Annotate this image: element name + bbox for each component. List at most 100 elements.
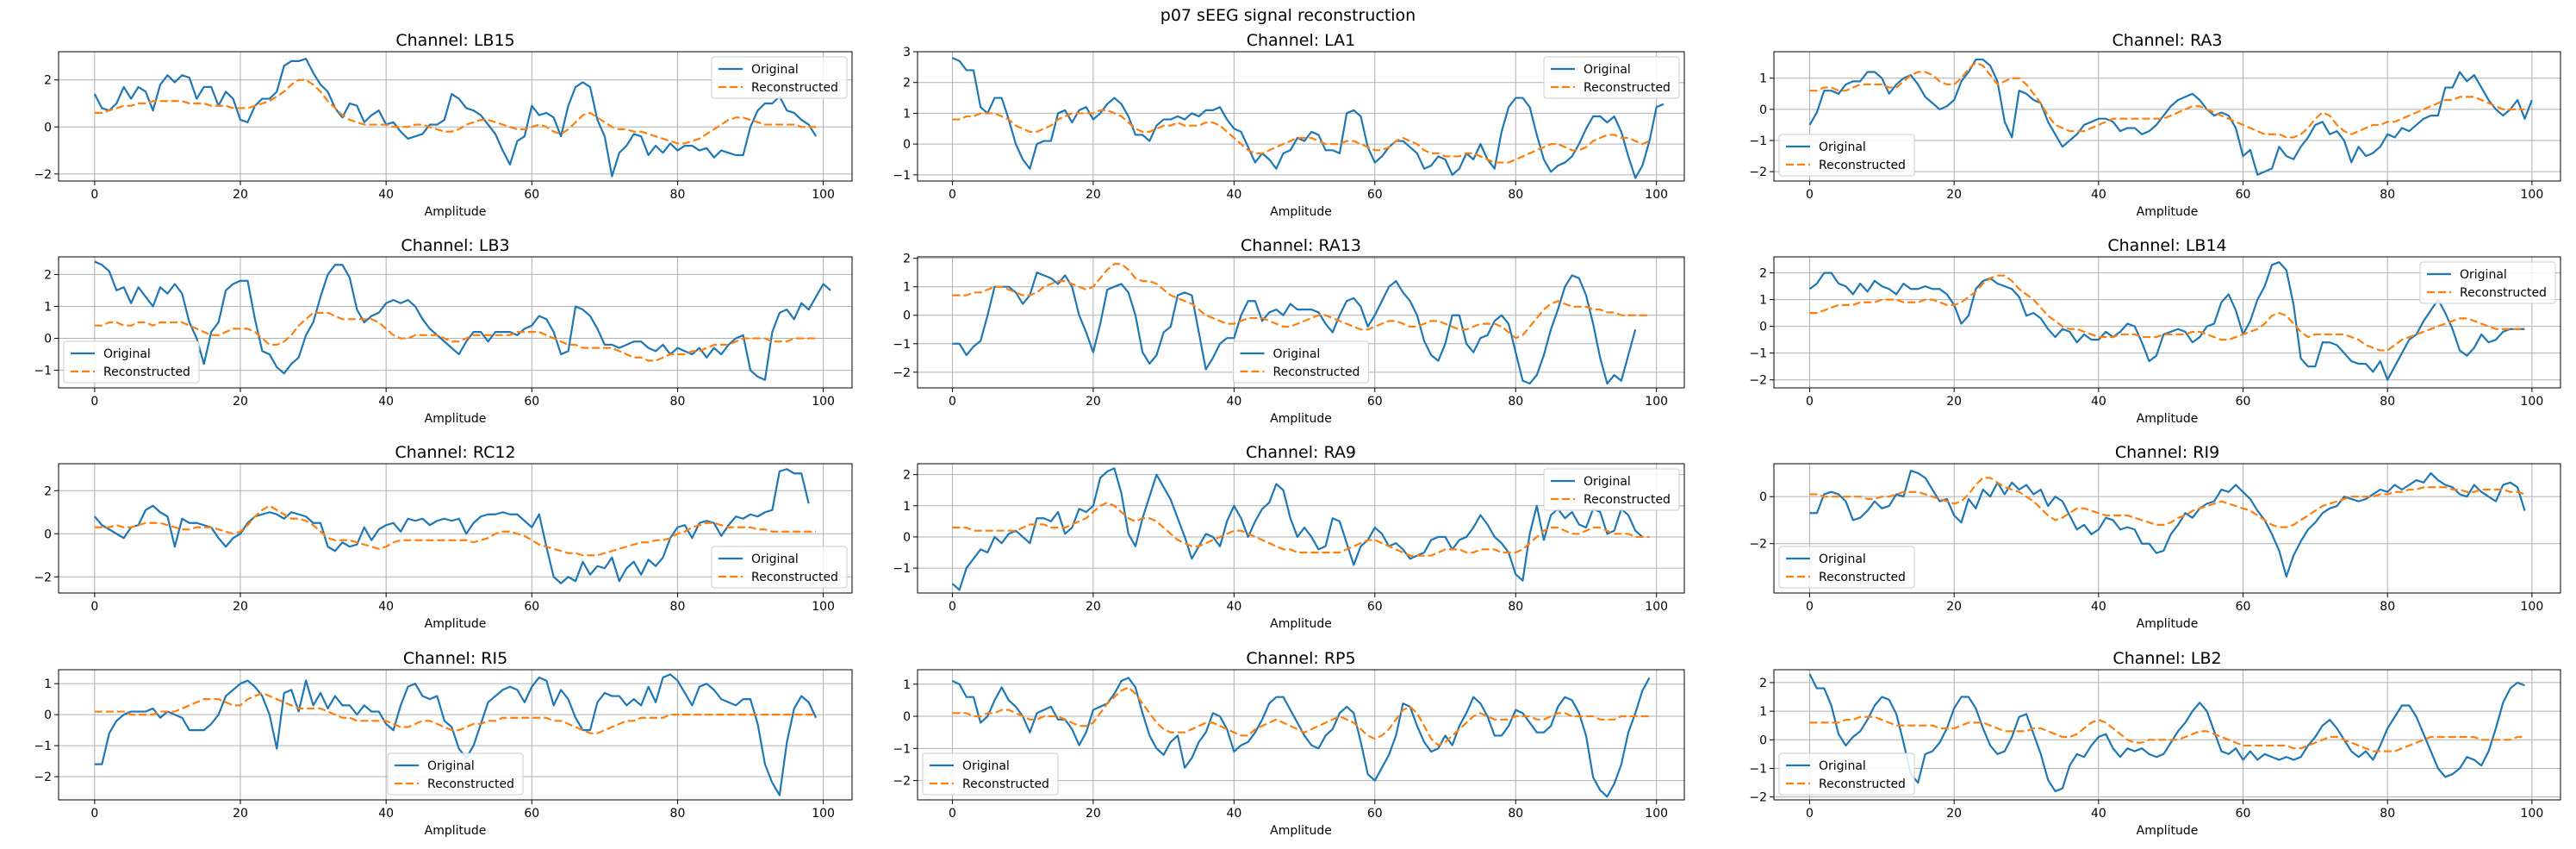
x-tick-label: 60	[524, 188, 539, 202]
x-tick-label: 40	[378, 807, 394, 821]
subplot-panel: 0 20 40 60 80 100 −1 0 1 2 3 Channel: LA1 Amplitude O…	[893, 31, 1685, 219]
legend-label: Reconstructed	[1273, 365, 1360, 379]
axes-frame	[1773, 669, 2561, 801]
x-tick-label: 80	[2380, 807, 2395, 821]
x-tick-label: 60	[1367, 395, 1383, 409]
x-tick-label: 60	[2236, 807, 2251, 821]
axes-frame	[1773, 51, 2561, 182]
legend: Original Reconstructed	[1543, 468, 1680, 511]
x-tick-label: 40	[1226, 395, 1241, 409]
subplot-title: Channel: LB3	[401, 236, 509, 255]
axes-frame	[58, 51, 853, 182]
x-axis-label: Amplitude	[1270, 205, 1332, 219]
x-tick-label: 80	[1508, 188, 1523, 202]
legend-label: Original	[1819, 552, 1866, 566]
y-tick-label: −2	[1749, 791, 1767, 805]
x-tick-label: 0	[949, 807, 956, 821]
series-line-reconstructed	[94, 504, 817, 557]
legend-label: Reconstructed	[103, 365, 190, 379]
x-tick-label: 20	[1946, 807, 1962, 821]
x-tick-label: 40	[2091, 188, 2106, 202]
x-tick-label: 100	[2521, 395, 2544, 409]
series-line-reconstructed	[94, 691, 817, 734]
y-tick-label: 1	[44, 677, 52, 691]
x-tick-label: 60	[524, 600, 539, 614]
y-tick-label: 0	[903, 710, 911, 724]
x-axis-label: Amplitude	[2137, 205, 2199, 219]
x-tick-label: 0	[90, 188, 98, 202]
x-tick-label: 60	[2236, 395, 2251, 409]
legend-label: Original	[751, 552, 799, 566]
series-line-reconstructed	[94, 311, 817, 362]
series-line-original	[1809, 470, 2526, 578]
x-tick-label: 0	[90, 395, 98, 409]
x-tick-label: 0	[1806, 600, 1814, 614]
y-tick-label: 1	[44, 300, 52, 314]
x-tick-label: 80	[670, 600, 686, 614]
y-tick-label: 1	[903, 678, 911, 692]
x-tick-label: 40	[1226, 188, 1241, 202]
legend-label: Original	[427, 759, 475, 773]
subplot-panel: 0 20 40 60 80 100 −1 0 1 2 Channel: LB3 Amplitude Or…	[34, 236, 853, 426]
x-axis-label: Amplitude	[425, 205, 487, 219]
axes-frame	[58, 256, 853, 389]
x-tick-label: 40	[1226, 807, 1241, 821]
axes-frame	[917, 256, 1685, 389]
y-tick-label: −1	[893, 562, 911, 576]
x-tick-label: 0	[949, 188, 956, 202]
series-line-original	[952, 57, 1664, 179]
y-tick-label: −2	[34, 571, 52, 584]
y-tick-label: 2	[1759, 677, 1767, 690]
x-tick-label: 60	[1367, 600, 1383, 614]
legend-label: Original	[1584, 63, 1631, 77]
legend-label: Reconstructed	[1819, 159, 1906, 172]
legend-label: Original	[962, 759, 1010, 773]
y-tick-label: 0	[1759, 103, 1767, 117]
legend-label: Reconstructed	[1819, 571, 1906, 584]
series-line-original	[93, 58, 818, 178]
legend: Original Reconstructed	[2419, 261, 2556, 304]
legend: Original Reconstructed	[1543, 56, 1680, 99]
legend-label: Reconstructed	[962, 777, 1049, 791]
x-tick-label: 80	[670, 807, 686, 821]
x-axis-label: Amplitude	[425, 824, 487, 838]
x-tick-label: 20	[1946, 395, 1962, 409]
series-line-reconstructed	[952, 263, 1650, 340]
subplot-panel: 0 20 40 60 80 100 −2 −1 0 1 Channel: RI5 Amplitude O…	[34, 649, 853, 838]
subplot-title: Channel: RA9	[1246, 443, 1356, 462]
series-line-original	[951, 467, 1644, 591]
y-tick-label: 0	[44, 121, 52, 134]
axes-frame	[58, 463, 853, 594]
subplot-panel: 0 20 40 60 80 100 −1 0 1 2 Channel: RA9 Amplitude Or…	[893, 443, 1685, 631]
legend: Original Reconstructed	[1233, 340, 1369, 384]
subplot-panel: 0 20 40 60 80 100 −2 −1 0 1 Channel: RP5 Amplitude O…	[893, 649, 1685, 838]
legend-box	[1233, 340, 1369, 384]
legend-box	[1543, 56, 1680, 99]
y-tick-label: −1	[1749, 762, 1767, 776]
y-tick-label: 2	[903, 253, 911, 266]
legend-label: Original	[1273, 347, 1321, 361]
series-line-original	[1808, 261, 2525, 381]
subplot-panel: 0 20 40 60 80 100 −2 −1 0 1 Channel: RA3 Amplitude O…	[1749, 31, 2561, 219]
legend-box	[387, 752, 524, 796]
x-tick-label: 80	[2380, 395, 2395, 409]
subplot-panel: 0 20 40 60 80 100 −2 −1 0 1 2 Channel: RA13 Amplitud…	[893, 236, 1685, 426]
x-tick-label: 40	[378, 600, 394, 614]
x-tick-label: 40	[378, 188, 394, 202]
x-axis-label: Amplitude	[425, 412, 487, 426]
y-tick-label: −1	[34, 740, 52, 753]
legend-label: Original	[1584, 475, 1631, 489]
y-tick-label: 1	[1759, 705, 1767, 719]
y-tick-label: 1	[903, 500, 911, 514]
x-tick-label: 60	[524, 395, 539, 409]
subplot-title: Channel: RI9	[2115, 443, 2219, 462]
x-axis-label: Amplitude	[1270, 824, 1332, 838]
y-tick-label: −2	[34, 168, 52, 182]
x-tick-label: 20	[1086, 395, 1101, 409]
legend-box	[711, 56, 848, 99]
x-tick-label: 80	[1508, 807, 1523, 821]
x-axis-label: Amplitude	[2137, 617, 2199, 631]
x-tick-label: 80	[670, 188, 686, 202]
legend: Original Reconstructed	[387, 752, 524, 796]
legend-label: Reconstructed	[751, 81, 838, 95]
